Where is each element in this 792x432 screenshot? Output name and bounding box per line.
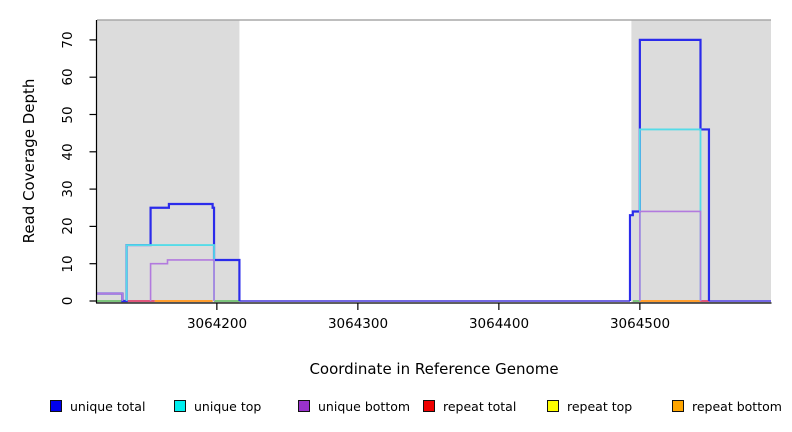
legend-item-unique-total: unique total	[50, 396, 145, 416]
x-axis-title: Coordinate in Reference Genome	[309, 360, 559, 378]
y-tick-label: 30	[60, 180, 76, 198]
y-axis-title: Read Coverage Depth	[20, 78, 38, 244]
x-tick-label: 3064400	[468, 316, 530, 332]
x-tick-label: 3064300	[327, 316, 389, 332]
x-tick-label: 3064500	[609, 316, 671, 332]
legend: unique total unique top unique bottom re…	[0, 396, 792, 418]
legend-item-repeat-bottom: repeat bottom	[672, 396, 782, 416]
series-unique-total	[97, 202, 241, 303]
repeat-bottom-swatch-icon	[672, 400, 684, 412]
repeat-top-swatch-icon	[547, 400, 559, 412]
legend-item-unique-bottom: unique bottom	[298, 396, 410, 416]
legend-item-unique-top: unique top	[174, 396, 261, 416]
y-tick-label: 40	[60, 143, 76, 161]
legend-item-repeat-top: repeat top	[547, 396, 632, 416]
y-tick-label: 60	[60, 68, 76, 86]
y-tick-label: 10	[60, 255, 76, 273]
y-tick-label: 0	[60, 296, 76, 306]
y-tick-label: 50	[60, 105, 76, 124]
series-unique-bottom	[639, 210, 702, 301]
series-unique-bottom	[149, 259, 215, 301]
masked-region	[97, 20, 240, 303]
repeat-total-swatch-icon	[423, 400, 435, 412]
unique-total-swatch-icon	[50, 400, 62, 412]
legend-item-repeat-total: repeat total	[423, 396, 516, 416]
series-unique-total	[628, 38, 711, 301]
y-tick-label: 70	[60, 31, 76, 49]
y-tick-label: 20	[60, 217, 76, 235]
x-tick-label: 3064200	[186, 316, 248, 332]
unique-bottom-swatch-icon	[298, 400, 310, 412]
series-unique-bottom	[97, 292, 124, 301]
unique-top-swatch-icon	[174, 400, 186, 412]
